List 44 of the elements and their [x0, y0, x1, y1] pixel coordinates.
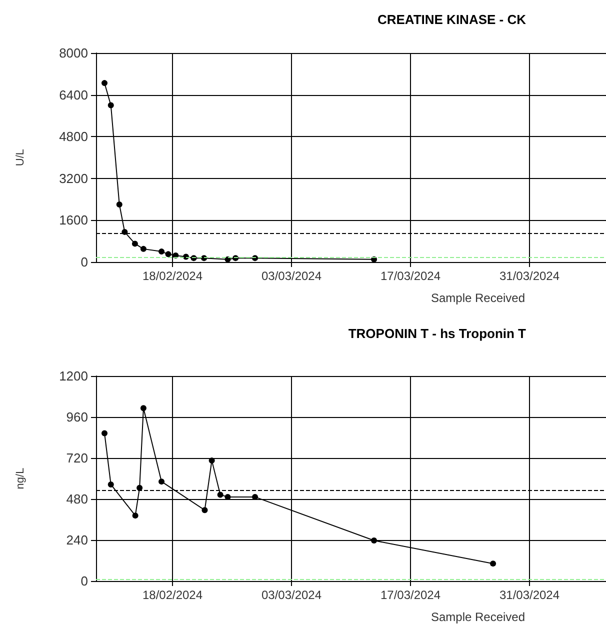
chart-title: TROPONIN T - hs Troponin T: [348, 326, 526, 341]
point: [158, 248, 165, 255]
y-tick-label: 720: [66, 450, 88, 466]
x-tick-label: 17/03/2024: [380, 269, 441, 283]
point: [490, 560, 496, 567]
x-axis-title: Sample Received: [430, 610, 526, 624]
point: [132, 512, 138, 519]
x-axis-title: Sample Received: [430, 291, 526, 305]
x-tick-label: 17/03/2024: [380, 588, 441, 602]
point: [140, 405, 146, 412]
point: [108, 481, 114, 488]
chart-title: CREATINE KINASE - CK: [377, 12, 527, 27]
y-tick-label: 960: [66, 410, 88, 424]
y-tick-label: 8000: [59, 46, 88, 60]
x-tick-label: 18/02/2024: [142, 588, 203, 602]
y-tick-label: 4800: [59, 129, 88, 144]
point: [116, 202, 122, 208]
point: [132, 240, 138, 247]
x-tick-label: 03/03/2024: [261, 588, 322, 602]
point: [208, 458, 215, 464]
y-tick-label: 1600: [59, 212, 88, 228]
x-tick-label: 03/03/2024: [261, 269, 322, 283]
point: [165, 251, 172, 258]
x-tick-label: 31/03/2024: [499, 269, 560, 283]
x-tick-label: 18/02/2024: [142, 269, 203, 283]
y-tick-label: 6400: [59, 87, 88, 102]
point: [371, 538, 378, 544]
y-tick-label: 1200: [59, 368, 88, 384]
point: [108, 102, 114, 108]
y-tick-label: 240: [66, 532, 88, 548]
y-tick-label: 3200: [59, 170, 88, 186]
y-tick-label: 0: [80, 254, 88, 270]
y-axis-title: ng/L: [14, 468, 26, 490]
point: [140, 246, 146, 252]
y-tick-label: 480: [66, 492, 88, 506]
y-tick-label: 0: [80, 574, 88, 588]
point: [102, 430, 108, 436]
point: [102, 80, 108, 86]
x-tick-label: 31/03/2024: [499, 588, 560, 602]
point: [202, 507, 208, 514]
point: [136, 484, 143, 491]
y-axis-title: U/L: [14, 148, 26, 166]
point: [158, 478, 165, 485]
point: [217, 492, 224, 498]
